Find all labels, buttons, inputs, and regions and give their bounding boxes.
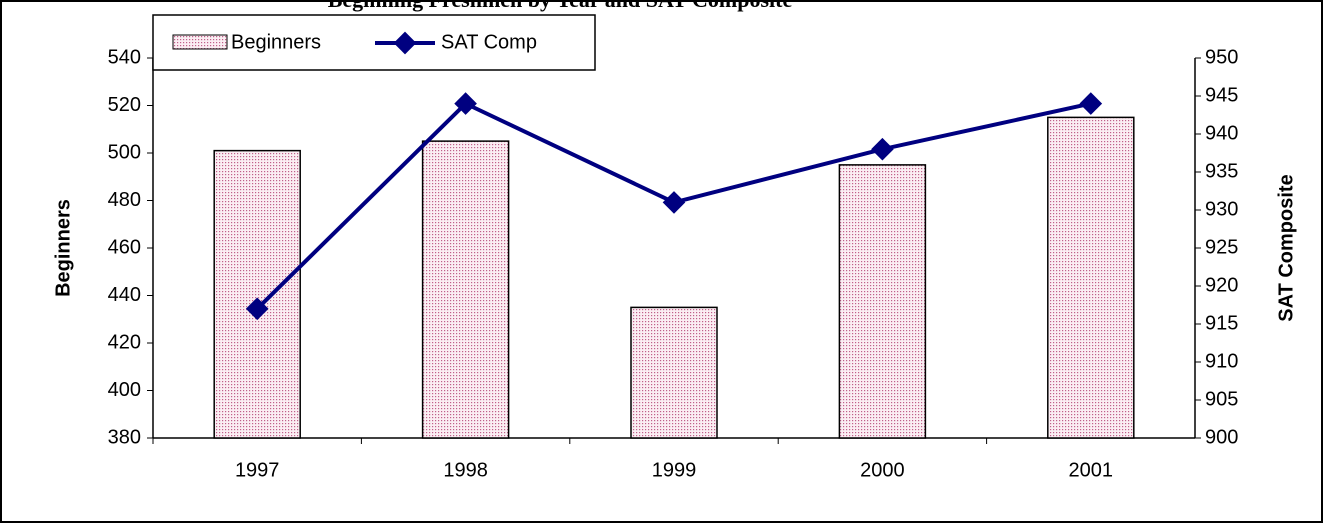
y2-tick-label: 935: [1205, 160, 1238, 182]
x-tick-label: 1999: [652, 459, 697, 481]
bar: [421, 140, 510, 439]
y-tick-label: 460: [108, 236, 141, 258]
y2-axis-label: SAT Composite: [1275, 174, 1297, 321]
bar: [213, 149, 301, 439]
x-tick-label: 1998: [443, 459, 488, 481]
chart-title: Beginning Freshmen by Year and SAT Compo…: [328, 0, 793, 12]
marker: [245, 297, 269, 321]
x-tick-label: 2001: [1069, 459, 1114, 481]
legend-box: [152, 14, 596, 71]
y2-tick-label: 925: [1205, 236, 1238, 258]
bar: [630, 306, 718, 439]
bar: [1047, 116, 1135, 439]
marker: [1079, 92, 1103, 115]
marker: [454, 92, 477, 115]
y-tick-label: 540: [108, 46, 141, 68]
y-tick-label: 400: [108, 379, 141, 401]
y2-tick-label: 920: [1205, 274, 1238, 296]
y2-tick-label: 915: [1205, 312, 1238, 334]
y2-tick-label: 945: [1205, 84, 1238, 106]
legend-label: SAT Comp: [441, 31, 537, 53]
y2-tick-label: 905: [1205, 388, 1238, 410]
y-tick-label: 480: [108, 189, 141, 211]
y-tick-label: 520: [108, 94, 141, 116]
y-tick-label: 500: [108, 141, 141, 163]
y2-tick-label: 930: [1205, 198, 1238, 220]
y-tick-label: 440: [108, 284, 141, 306]
bar: [838, 164, 927, 439]
marker: [871, 137, 894, 161]
y2-tick-label: 900: [1205, 426, 1238, 448]
x-tick-label: 1997: [235, 459, 280, 481]
marker: [662, 191, 686, 214]
y2-tick-label: 910: [1205, 350, 1238, 372]
x-tick-label: 2000: [860, 459, 905, 481]
y2-tick-label: 940: [1205, 122, 1238, 144]
legend-label: Beginners: [231, 31, 321, 53]
y2-tick-label: 950: [1205, 46, 1238, 68]
y-axis-label: Beginners: [52, 199, 74, 297]
legend-swatch: [172, 34, 228, 50]
y-tick-label: 380: [108, 426, 141, 448]
y-tick-label: 420: [108, 331, 141, 353]
